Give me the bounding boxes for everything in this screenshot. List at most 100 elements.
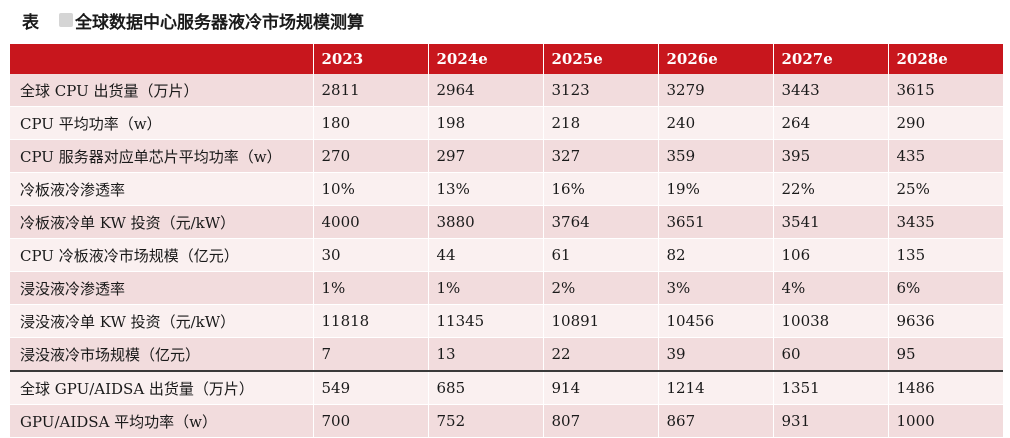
value-cell: 106 (772, 238, 888, 272)
value-cell: 1% (427, 271, 543, 305)
row-label-cell: GPU/AIDSA 平均功率（w） (10, 404, 313, 438)
value-cell: 22 (542, 337, 658, 372)
value-cell: 3435 (887, 205, 1003, 239)
value-cell: 10456 (657, 304, 773, 338)
header-cell-2023: 2023 (312, 44, 428, 74)
value-cell: 1486 (887, 370, 1003, 405)
table-row: 冷板液冷单 KW 投资（元/kW） 4000 3880 3764 3651 3541 343… (10, 205, 1003, 239)
value-cell: 3123 (542, 74, 658, 107)
value-cell: 3541 (772, 205, 888, 239)
value-cell: 16% (542, 172, 658, 206)
value-cell: 2811 (312, 74, 428, 107)
value-cell: 240 (657, 106, 773, 140)
table-row: CPU 服务器对应单芯片平均功率（w） 270 297 327 359 395 435 (10, 139, 1003, 173)
value-cell: 180 (312, 106, 428, 140)
value-cell: 4000 (312, 205, 428, 239)
value-cell: 44 (427, 238, 543, 272)
value-cell: 2% (542, 271, 658, 305)
value-cell: 264 (772, 106, 888, 140)
value-cell: 4% (772, 271, 888, 305)
header-cell-2027e: 2027e (772, 44, 888, 74)
value-cell: 30 (312, 238, 428, 272)
value-cell: 931 (772, 404, 888, 438)
value-cell: 10038 (772, 304, 888, 338)
value-cell: 3764 (542, 205, 658, 239)
value-cell: 867 (657, 404, 773, 438)
value-cell: 9636 (887, 304, 1003, 338)
value-cell: 1214 (657, 370, 773, 405)
market-size-table: 2023 2024e 2025e 2026e 2027e 2028e 全球 CP… (10, 44, 1003, 438)
value-cell: 2964 (427, 74, 543, 107)
value-cell: 807 (542, 404, 658, 438)
table-row: 浸没液冷渗透率 1% 1% 2% 3% 4% 6% (10, 271, 1003, 305)
row-label-cell: 浸没液冷市场规模（亿元） (10, 337, 313, 372)
row-label-cell: CPU 冷板液冷市场规模（亿元） (10, 238, 313, 272)
value-cell: 3651 (657, 205, 773, 239)
row-label-cell: CPU 平均功率（w） (10, 106, 313, 140)
table-title: 全球数据中心服务器液冷市场规模测算 (75, 12, 364, 33)
table-row: 浸没液冷单 KW 投资（元/kW） 11818 11345 10891 10456 100… (10, 304, 1003, 338)
header-cell-2024e: 2024e (427, 44, 543, 74)
table-row: GPU/AIDSA 平均功率（w） 700 752 807 867 931 1000 (10, 404, 1003, 438)
value-cell: 7 (312, 337, 428, 372)
value-cell: 10891 (542, 304, 658, 338)
value-cell: 25% (887, 172, 1003, 206)
header-cell-2028e: 2028e (887, 44, 1003, 74)
table-row: 全球 GPU/AIDSA 出货量（万片） 549 685 914 1214 1351 148… (10, 370, 1003, 405)
caption-marker-icon (59, 13, 73, 27)
value-cell: 10% (312, 172, 428, 206)
value-cell: 3880 (427, 205, 543, 239)
value-cell: 270 (312, 139, 428, 173)
value-cell: 327 (542, 139, 658, 173)
header-cell-2025e: 2025e (542, 44, 658, 74)
value-cell: 6% (887, 271, 1003, 305)
row-label-cell: 浸没液冷单 KW 投资（元/kW） (10, 304, 313, 338)
value-cell: 1351 (772, 370, 888, 405)
value-cell: 22% (772, 172, 888, 206)
value-cell: 135 (887, 238, 1003, 272)
value-cell: 1% (312, 271, 428, 305)
value-cell: 11345 (427, 304, 543, 338)
value-cell: 3279 (657, 74, 773, 107)
value-cell: 11818 (312, 304, 428, 338)
value-cell: 290 (887, 106, 1003, 140)
row-label-cell: 浸没液冷渗透率 (10, 271, 313, 305)
header-row: 2023 2024e 2025e 2026e 2027e 2028e (10, 44, 1003, 74)
value-cell: 39 (657, 337, 773, 372)
table-caption: 表 全球数据中心服务器液冷市场规模测算 (22, 6, 364, 34)
row-label-cell: 全球 GPU/AIDSA 出货量（万片） (10, 370, 313, 405)
header-cell-label (10, 44, 313, 74)
value-cell: 13% (427, 172, 543, 206)
table-row: 浸没液冷市场规模（亿元） 7 13 22 39 60 95 (10, 337, 1003, 372)
header-cell-2026e: 2026e (657, 44, 773, 74)
value-cell: 198 (427, 106, 543, 140)
value-cell: 3443 (772, 74, 888, 107)
value-cell: 60 (772, 337, 888, 372)
value-cell: 3% (657, 271, 773, 305)
row-label-cell: 全球 CPU 出货量（万片） (10, 74, 313, 107)
table-row: CPU 冷板液冷市场规模（亿元） 30 44 61 82 106 135 (10, 238, 1003, 272)
value-cell: 435 (887, 139, 1003, 173)
row-label-cell: 冷板液冷单 KW 投资（元/kW） (10, 205, 313, 239)
value-cell: 359 (657, 139, 773, 173)
table-body: 全球 CPU 出货量（万片） 2811 2964 3123 3279 3443 3615 CP… (10, 74, 1003, 438)
value-cell: 549 (312, 370, 428, 405)
value-cell: 3615 (887, 74, 1003, 107)
value-cell: 297 (427, 139, 543, 173)
row-label-cell: CPU 服务器对应单芯片平均功率（w） (10, 139, 313, 173)
value-cell: 752 (427, 404, 543, 438)
value-cell: 13 (427, 337, 543, 372)
value-cell: 61 (542, 238, 658, 272)
table-row: CPU 平均功率（w） 180 198 218 240 264 290 (10, 106, 1003, 140)
value-cell: 395 (772, 139, 888, 173)
value-cell: 218 (542, 106, 658, 140)
table-row: 冷板液冷渗透率 10% 13% 16% 19% 22% 25% (10, 172, 1003, 206)
value-cell: 19% (657, 172, 773, 206)
value-cell: 82 (657, 238, 773, 272)
caption-label: 表 (22, 12, 39, 33)
value-cell: 95 (887, 337, 1003, 372)
table-row: 全球 CPU 出货量（万片） 2811 2964 3123 3279 3443 3615 (10, 74, 1003, 107)
value-cell: 1000 (887, 404, 1003, 438)
row-label-cell: 冷板液冷渗透率 (10, 172, 313, 206)
value-cell: 914 (542, 370, 658, 405)
